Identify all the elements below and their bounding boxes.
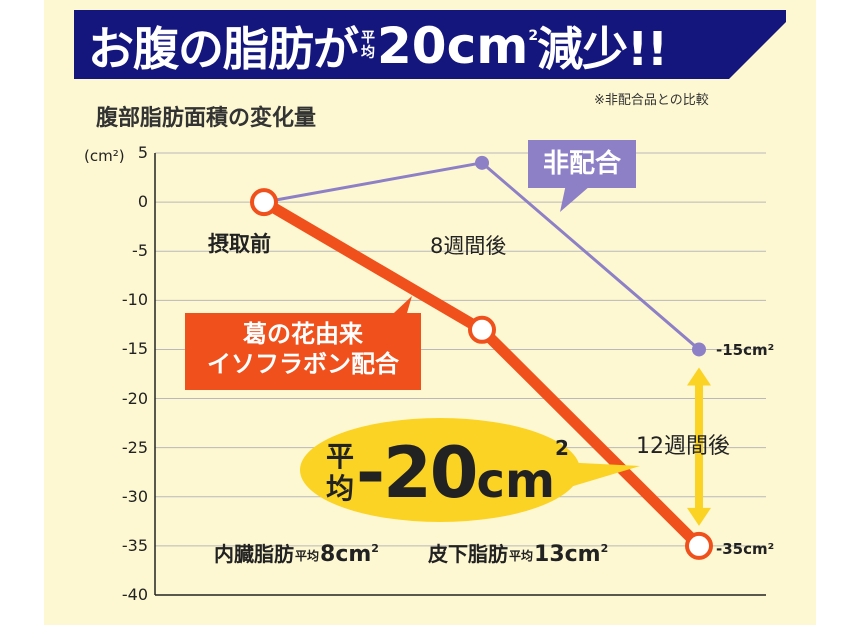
legend-purple: 非配合 (528, 140, 636, 188)
difference-average: 平 均 (326, 441, 354, 505)
series-lines (250, 155, 713, 560)
y-tick-label: -40 (121, 585, 148, 604)
subcut-sup: 2 (600, 542, 609, 555)
y-tick-label: 0 (137, 192, 148, 212)
headline-average: 平 均 (361, 30, 375, 61)
y-axis-unit: (cm²) (84, 147, 125, 165)
axes (154, 153, 766, 596)
difference-value: 平 均 -20 cm 2 (326, 432, 569, 514)
headline-part1: お腹の脂肪が (88, 22, 359, 76)
difference-sup: 2 (554, 436, 569, 460)
y-tick-label: -30 (121, 486, 148, 506)
y-tick-label: -20 (121, 388, 148, 408)
point-non-formulated (692, 342, 706, 357)
y-tick-label: -25 (121, 437, 148, 457)
y-tick-label: -35 (121, 535, 148, 555)
headline-average-top: 平 (361, 30, 375, 46)
point-isoflavone (685, 531, 713, 560)
y-tick-label: -5 (132, 241, 148, 261)
headline-part2: 減少!! (537, 22, 668, 76)
x-label-12weeks: 12週間後 (636, 434, 730, 459)
visceral-value: 8cm (320, 542, 372, 567)
end-label-purple: -15cm² (716, 341, 775, 359)
end-label-orange: -35cm² (716, 540, 775, 558)
difference-average-top: 平 (326, 440, 355, 473)
x-label-before: 摂取前 (208, 232, 271, 256)
subcut-stat: 皮下脂肪 平均 13cm 2 (428, 538, 608, 567)
y-tick-label: -10 (121, 290, 148, 310)
point-isoflavone (250, 188, 278, 217)
headline-average-bottom: 均 (361, 45, 375, 61)
legend-orange-line1: 葛の花由来 (243, 320, 363, 348)
difference-number: -20 (356, 432, 478, 514)
difference-average-bottom: 均 (326, 472, 355, 505)
headline-sup: 2 (528, 28, 538, 44)
banner-shape (74, 10, 786, 79)
x-label-8weeks: 8週間後 (430, 234, 507, 258)
yellow-pointer (560, 462, 640, 490)
arrow-head-top (687, 367, 711, 386)
difference-unit: cm (476, 453, 555, 509)
point-isoflavone (468, 315, 496, 344)
purple-pointer (560, 184, 590, 212)
difference-bubble (300, 418, 580, 522)
subcut-value: 13cm (534, 542, 601, 567)
legend-orange: 葛の花由来 イソフラボン配合 (185, 313, 421, 390)
y-tick-label: -15 (121, 339, 148, 359)
headline-value: 20cm (377, 17, 529, 75)
difference-arrow (687, 367, 711, 526)
arrow-head-bottom (687, 507, 711, 526)
headline-banner: お腹の脂肪が 平 均 20cm 2 減少!! (74, 10, 786, 79)
subcut-label: 皮下脂肪 (428, 542, 508, 566)
point-non-formulated (475, 155, 489, 170)
y-tick-label: 5 (137, 143, 148, 162)
subcut-avg: 平均 (509, 549, 534, 563)
visceral-label: 内臓脂肪 (214, 542, 294, 566)
comparison-note: ※非配合品との比較 (594, 93, 709, 108)
headline-text: お腹の脂肪が 平 均 20cm 2 減少!! (88, 16, 668, 76)
visceral-avg: 平均 (295, 549, 320, 563)
visceral-sup: 2 (371, 542, 379, 555)
chart-title: 腹部脂肪面積の変化量 (96, 106, 317, 131)
visceral-stat: 内臓脂肪 平均 8cm 2 (214, 538, 379, 567)
legend-orange-line2: イソフラボン配合 (207, 350, 399, 378)
